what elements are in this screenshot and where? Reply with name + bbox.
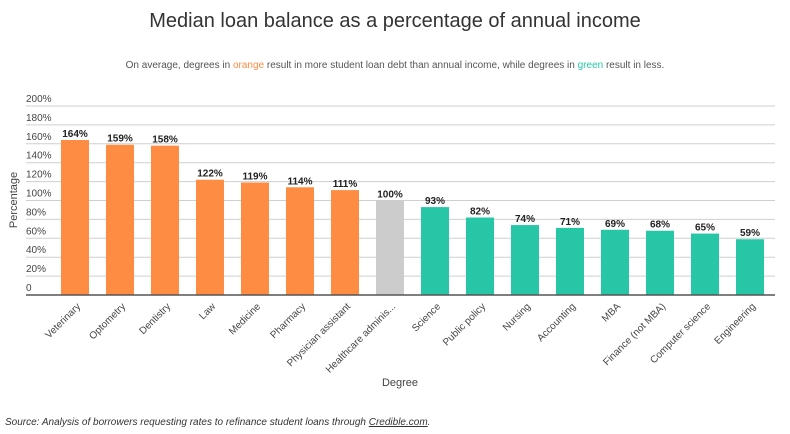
y-tick-label: 200%	[26, 94, 52, 105]
bar	[241, 182, 269, 295]
x-tick-label: Science	[410, 301, 443, 334]
x-tick-label: Pharmacy	[269, 301, 309, 341]
y-tick-label: 40%	[26, 245, 46, 256]
data-label: 74%	[515, 214, 535, 225]
x-tick-label: Veterinary	[44, 301, 84, 341]
data-label: 71%	[560, 217, 580, 228]
y-tick-label: 20%	[26, 264, 46, 275]
source-note: Source: Analysis of borrowers requesting…	[5, 417, 430, 428]
x-tick-label: Dentistry	[137, 301, 173, 337]
source-text: Source: Analysis of borrowers requesting…	[5, 417, 369, 428]
data-label: 82%	[470, 207, 490, 218]
data-label: 114%	[287, 176, 312, 187]
bar	[286, 187, 314, 295]
y-axis-title: Percentage	[8, 172, 20, 228]
y-tick-label: 160%	[26, 132, 52, 143]
y-tick-label: 140%	[26, 151, 52, 162]
data-label: 111%	[333, 179, 358, 190]
data-label: 65%	[695, 223, 715, 234]
bar	[61, 140, 89, 295]
y-tick-label: 0	[26, 283, 32, 294]
y-tick-label: 60%	[26, 226, 46, 237]
bar	[376, 200, 404, 295]
data-label: 68%	[650, 220, 670, 231]
bar	[511, 225, 539, 295]
x-tick-label: Accounting	[535, 301, 578, 344]
x-tick-label: Medicine	[227, 301, 263, 337]
data-label: 59%	[740, 228, 760, 239]
source-suffix: .	[427, 417, 431, 428]
y-tick-label: 120%	[26, 170, 52, 181]
bar	[196, 179, 224, 295]
x-axis-title: Degree	[382, 377, 418, 389]
x-tick-label: Public policy	[441, 301, 488, 348]
x-tick-label: Law	[197, 301, 218, 322]
x-tick-label: Optometry	[87, 301, 128, 342]
data-label: 93%	[425, 196, 445, 207]
data-label: 69%	[605, 219, 625, 230]
x-tick-label: Engineering	[713, 301, 759, 347]
source-link[interactable]: Credible.com	[368, 417, 428, 428]
x-tick-label: Nursing	[501, 301, 533, 333]
bar	[331, 190, 359, 295]
chart-subtitle: On average, degrees in orange result in …	[0, 60, 790, 71]
bar	[556, 227, 584, 295]
data-label: 119%	[242, 172, 267, 183]
bar	[736, 239, 764, 295]
bar	[601, 229, 629, 295]
subtitle-text: On average, degrees in	[125, 60, 233, 71]
bar	[151, 145, 179, 295]
subtitle-text: result in less.	[603, 60, 665, 71]
bar	[646, 230, 674, 295]
subtitle-text: result in more student loan debt than an…	[264, 60, 578, 71]
bar	[106, 144, 134, 295]
data-label: 159%	[107, 134, 133, 145]
data-label: 164%	[62, 129, 88, 140]
data-label: 158%	[152, 135, 178, 146]
x-tick-label: MBA	[600, 301, 623, 324]
data-label: 122%	[197, 169, 223, 180]
data-label: 100%	[377, 190, 403, 201]
bar	[421, 207, 449, 295]
subtitle-green-word: green	[577, 60, 604, 71]
bar	[466, 217, 494, 295]
chart-title: Median loan balance as a percentage of a…	[149, 10, 641, 32]
subtitle-orange-word: orange	[232, 60, 265, 71]
y-tick-label: 80%	[26, 207, 46, 218]
bar	[691, 233, 719, 295]
y-tick-label: 180%	[26, 113, 52, 124]
y-tick-label: 100%	[26, 189, 52, 200]
